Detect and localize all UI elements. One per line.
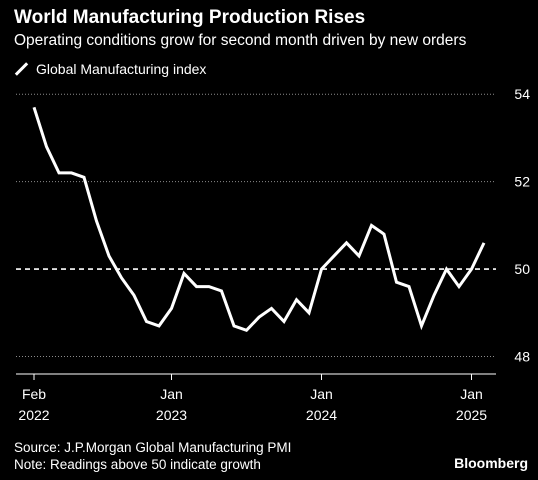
x-tick-year-label: 2025 bbox=[456, 407, 487, 423]
x-tick-month-label: Jan bbox=[460, 386, 483, 402]
y-tick-label: 48 bbox=[514, 349, 530, 365]
gridlines bbox=[16, 93, 496, 358]
y-tick-label: 50 bbox=[514, 261, 530, 277]
x-tick-year-label: 2022 bbox=[18, 407, 49, 423]
y-tick-label: 54 bbox=[514, 86, 530, 102]
x-tick-year-label: 2024 bbox=[306, 407, 337, 423]
bloomberg-logo: Bloomberg bbox=[454, 455, 528, 471]
x-tick-month-label: Jan bbox=[160, 386, 183, 402]
source-note: Source: J.P.Morgan Global Manufacturing … bbox=[14, 440, 292, 455]
y-tick-label: 52 bbox=[514, 174, 530, 190]
x-tick-month-label: Jan bbox=[310, 386, 333, 402]
chart-subtitle: Operating conditions grow for second mon… bbox=[14, 32, 467, 49]
x-tick-month-label: Feb bbox=[22, 386, 46, 402]
x-axis-ticks: Feb 2022 Jan 2023 Jan 2024 Jan 2025 bbox=[18, 374, 487, 423]
y-axis-ticks: 48 50 52 54 bbox=[514, 86, 530, 364]
footnote: Note: Readings above 50 indicate growth bbox=[14, 457, 261, 472]
series-line-global-manufacturing-index bbox=[32, 106, 486, 333]
x-tick-year-label: 2023 bbox=[156, 407, 187, 423]
legend-label: Global Manufacturing index bbox=[36, 61, 207, 77]
chart-title: World Manufacturing Production Rises bbox=[14, 7, 366, 28]
legend: Global Manufacturing index bbox=[14, 60, 206, 78]
series-group bbox=[32, 106, 486, 333]
